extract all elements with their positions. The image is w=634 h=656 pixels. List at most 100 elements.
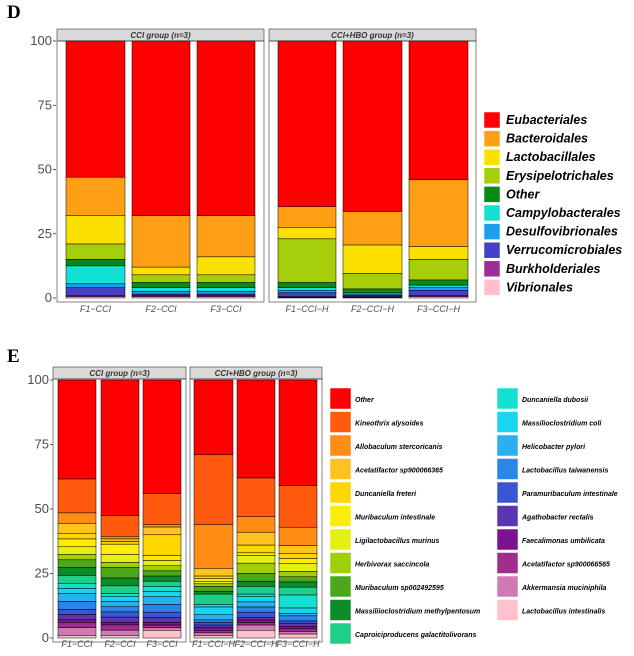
bar-segment-e-2-17 (142, 622, 182, 626)
bar-segment-e-5-4 (278, 553, 318, 559)
bar-segment-d-4-3 (342, 273, 403, 290)
bar-segment-d-2-6 (196, 291, 256, 295)
bar-segment-d-3-6 (277, 290, 337, 294)
bar-segment-d-1-4 (131, 282, 191, 288)
bar-segment-e-4-9 (236, 580, 276, 587)
legend-label-e-2: Allobaculum stercoricanis (354, 444, 443, 451)
bar-segment-e-4-17 (236, 619, 276, 623)
bar-segment-e-0-6 (57, 546, 97, 555)
legend-label-e-8: Muribaculum sp002492595 (355, 585, 444, 592)
bar-segment-d-5-9 (408, 296, 469, 299)
bar-segment-e-1-20 (100, 635, 140, 639)
bar-segment-d-2-0 (196, 40, 256, 217)
bar-segment-d-3-7 (277, 292, 337, 297)
legend-swatch-e-3 (329, 458, 352, 480)
legend-swatch-d-5 (483, 204, 501, 222)
bar-segment-d-1-9 (131, 296, 191, 299)
bar-segment-d-5-6 (408, 287, 469, 291)
bar-segment-d-3-5 (277, 287, 337, 291)
legend-label-e-6: Ligilactobacillus murinus (355, 538, 440, 545)
legend-label-e-4: Duncaniella freteri (355, 491, 417, 498)
bar-segment-e-1-5 (100, 543, 140, 555)
bar-segment-d-1-3 (131, 274, 191, 283)
legend-label-d-9: Vibrionales (506, 280, 573, 294)
panel-d-legend: Eubacteriales Bacteroidales Lactobacillale… (483, 111, 622, 296)
x-tick-label-e-2: F3−CCI (146, 639, 178, 649)
legend-swatch-e-6 (329, 528, 352, 551)
bar-segment-d-5-1 (408, 179, 469, 247)
panel-d-strips: CCI group (n=3) CCI+HBO group (n=3) (56, 28, 477, 303)
bar-segment-e-1-15 (100, 611, 140, 618)
bar-segment-e-0-5 (57, 538, 97, 548)
bar-segment-d-5-5 (408, 284, 469, 288)
bar-segment-e-2-2 (142, 524, 182, 528)
legend-label-e-17: Faecalimonas umbilicata (522, 538, 605, 545)
y-tick-label-d-1: 25 (38, 226, 52, 241)
bar-segment-e-5-11 (278, 594, 318, 609)
legend-label-d-4: Other (506, 187, 540, 201)
legend-label-e-11: Duncaniella dubosii (522, 397, 589, 404)
bar-segment-e-5-20 (278, 633, 318, 639)
bar-segment-e-1-8 (100, 567, 140, 579)
bar-segment-e-5-2 (278, 526, 318, 546)
bar-segment-e-4-2 (236, 516, 276, 533)
bar-segment-e-4-12 (236, 596, 276, 603)
bar-segment-e-1-1 (100, 515, 140, 537)
bar-segment-d-0-3 (65, 243, 126, 260)
bar-segment-e-1-2 (100, 536, 140, 540)
bar-segment-e-3-12 (193, 606, 234, 616)
bar-segment-e-3-14 (193, 619, 234, 623)
bar-segment-e-5-16 (278, 623, 318, 627)
x-tick-label-d-4: F2−CCI−H (351, 304, 395, 314)
bar-segment-e-5-0 (278, 379, 318, 486)
bar-segment-e-3-3 (193, 568, 234, 577)
bar-segment-e-2-1 (142, 493, 182, 525)
bar-segment-e-0-15 (57, 609, 97, 615)
bar-segment-d-2-3 (196, 274, 256, 283)
legend-label-e-16: Agathobacter rectalis (521, 515, 594, 522)
bar-segment-d-1-5 (131, 287, 191, 292)
legend-swatch-e-9 (329, 599, 352, 621)
x-tick-label-d-1: F2−CCI (145, 304, 177, 314)
bar-segment-d-3-1 (277, 206, 337, 228)
bar-segment-e-5-14 (278, 615, 318, 622)
x-tick-label-e-3: F1−CCI−H (192, 639, 236, 649)
bar-segment-e-0-3 (57, 523, 97, 535)
bar-segment-d-3-9 (277, 297, 337, 299)
legend-swatch-e-7 (329, 552, 352, 574)
legend-swatch-e-10 (329, 622, 352, 645)
bar-segment-e-1-16 (100, 616, 140, 623)
bar-segment-e-4-3 (236, 531, 276, 546)
bar-segment-e-0-2 (57, 512, 97, 524)
bar-segment-e-2-16 (142, 617, 182, 623)
bar-segment-e-0-8 (57, 559, 97, 568)
bar-segment-e-2-4 (142, 534, 182, 556)
legend-label-e-18: Acetatifactor sp900066565 (521, 562, 610, 569)
bar-segment-e-4-15 (236, 611, 276, 618)
legend-swatch-e-14 (496, 458, 519, 480)
bar-segment-e-3-9 (193, 591, 234, 595)
bar-segment-e-4-20 (236, 630, 276, 639)
x-tick-label-e-4: F2−CCI−H (234, 639, 278, 649)
bar-segment-e-4-16 (236, 617, 276, 621)
legend-swatch-e-12 (496, 411, 519, 433)
legend-label-e-10: Caproiciproducens galactitolivorans (355, 632, 476, 639)
legend-swatch-e-17 (496, 528, 519, 551)
panel-d-axes: 0 25 50 75 100 F1−CCI F2−CCI F3−CCI F1−CCI−H F2−C… (30, 33, 460, 314)
bar-segment-e-0-14 (57, 601, 97, 610)
bar-segment-e-5-3 (278, 545, 318, 554)
bar-segment-e-2-13 (142, 596, 182, 605)
bar-segment-e-0-17 (57, 619, 97, 623)
bar-segment-d-0-2 (65, 215, 126, 245)
bar-segment-d-5-7 (408, 290, 469, 296)
legend-swatch-d-8 (483, 260, 501, 278)
bar-segment-e-2-6 (142, 560, 182, 567)
bar-segment-e-3-13 (193, 614, 234, 621)
legend-swatch-e-2 (329, 434, 352, 457)
bar-segment-d-3-4 (277, 282, 337, 288)
bar-segment-e-2-14 (142, 604, 182, 613)
bar-segment-e-4-13 (236, 601, 276, 608)
bar-segment-d-2-1 (196, 215, 256, 258)
panel-e-strips: CCI group (n=3) CCI+HBO group (n=3) (52, 366, 323, 643)
